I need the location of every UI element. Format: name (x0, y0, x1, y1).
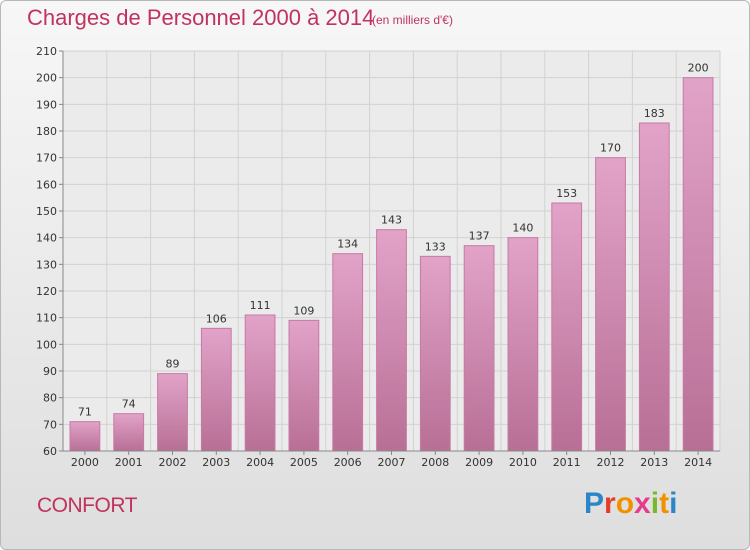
chart-subtitle: (en milliers d'€) (372, 13, 453, 27)
bar-value-label: 200 (688, 62, 709, 75)
bar-value-label: 109 (293, 304, 314, 317)
bar-value-label: 137 (469, 230, 490, 243)
bar-value-label: 106 (206, 312, 227, 325)
bar (69, 421, 101, 452)
x-tick-label: 2010 (509, 456, 537, 469)
logo-letter: x (634, 487, 651, 520)
logo-letter: i (669, 487, 678, 520)
bar (113, 413, 145, 452)
y-tick-label: 140 (36, 232, 57, 245)
y-tick-label: 80 (43, 392, 57, 405)
logo-letter: o (615, 487, 635, 520)
y-tick-label: 150 (36, 205, 57, 218)
logo-letter: r (604, 487, 616, 520)
bar-value-label: 170 (600, 142, 621, 155)
y-tick-label: 60 (43, 445, 57, 458)
bar (244, 314, 276, 452)
x-tick-label: 2005 (290, 456, 318, 469)
logo-letter: i (650, 487, 660, 520)
y-tick-label: 130 (36, 258, 57, 271)
bar-value-label: 74 (122, 398, 136, 411)
bar (376, 229, 407, 452)
logo-letter: t (659, 487, 670, 520)
x-tick-label: 2013 (640, 456, 668, 469)
bar-value-label: 133 (425, 240, 446, 253)
x-tick-label: 2014 (684, 456, 712, 469)
bar-value-label: 140 (512, 222, 533, 235)
x-tick-label: 2002 (159, 456, 187, 469)
bar (419, 255, 451, 452)
y-tick-label: 210 (36, 45, 57, 58)
y-axis-ticks: 60 70 80 90 100 110 120 130 140 150 160 170 180 190 20… (36, 45, 64, 458)
bar-value-label: 111 (250, 299, 271, 312)
bar-value-label: 153 (556, 187, 577, 200)
y-tick-label: 90 (43, 365, 57, 378)
bar (288, 319, 320, 452)
y-tick-label: 120 (36, 285, 57, 298)
bar (507, 237, 539, 452)
x-tick-label: 2011 (553, 456, 581, 469)
bar (200, 327, 232, 452)
bar (595, 157, 626, 452)
y-tick-label: 170 (36, 152, 57, 165)
y-tick-label: 110 (36, 312, 57, 325)
y-tick-label: 100 (36, 338, 57, 351)
y-tick-label: 200 (36, 72, 57, 85)
bar (682, 77, 714, 452)
proxiti-logo: Proxiti (584, 487, 677, 521)
bar-value-label: 89 (166, 358, 180, 371)
bar (551, 202, 583, 452)
bar (638, 122, 670, 452)
x-tick-label: 2009 (465, 456, 493, 469)
x-tick-label: 2007 (378, 456, 406, 469)
bar-value-label: 183 (644, 107, 665, 120)
y-tick-label: 190 (36, 98, 57, 111)
bar-value-label: 143 (381, 214, 402, 227)
bar (332, 253, 364, 452)
bar-value-labels: 71 74 89 106 111 109 134 143 133 137 140 153 170 183 2… (78, 62, 709, 419)
bar-value-label: 71 (78, 406, 92, 419)
x-axis-ticks: 2000 2001 2002 2003 2004 2005 2006 2007 2008 2009… (63, 450, 720, 469)
chart-title: Charges de Personnel 2000 à 2014 (27, 5, 375, 30)
logo-letter: P (584, 487, 605, 520)
x-tick-label: 2008 (421, 456, 449, 469)
city-name: CONFORT (37, 494, 137, 517)
x-tick-label: 2001 (115, 456, 143, 469)
y-tick-label: 70 (43, 418, 57, 431)
x-tick-label: 2012 (597, 456, 625, 469)
x-tick-label: 2006 (334, 456, 362, 469)
bar (157, 373, 188, 452)
x-tick-label: 2000 (71, 456, 99, 469)
bar-value-label: 134 (337, 238, 358, 251)
bars (69, 77, 714, 452)
y-tick-label: 180 (36, 125, 57, 138)
bar (463, 245, 495, 452)
x-tick-label: 2003 (202, 456, 230, 469)
x-tick-label: 2004 (246, 456, 274, 469)
y-tick-label: 160 (36, 178, 57, 191)
